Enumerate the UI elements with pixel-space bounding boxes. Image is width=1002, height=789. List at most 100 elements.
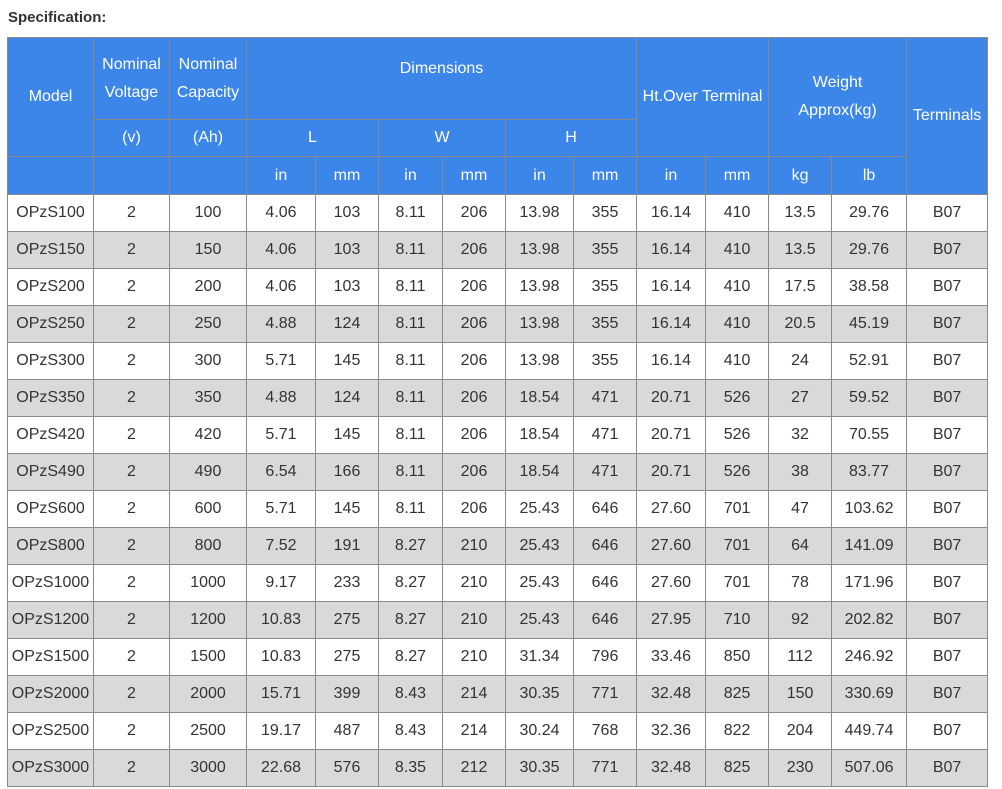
cell-l-in: 22.68	[246, 749, 316, 787]
cell-weight-kg: 92	[768, 601, 833, 639]
cell-w-in: 8.11	[378, 305, 443, 343]
cell-terminal: B07	[906, 416, 989, 454]
cell-ht-in: 32.48	[636, 749, 707, 787]
header-row-2: (v) (Ah) L W H	[8, 119, 988, 157]
cell-w-in: 8.11	[378, 342, 443, 380]
table-row: OPzS1500 2 1500 10.83 275 8.27 210 31.34 796 33.4…	[7, 638, 989, 676]
cell-l-in: 4.06	[246, 268, 316, 306]
header-capacity-unit: (Ah)	[169, 119, 247, 157]
cell-model: OPzS100	[7, 194, 94, 232]
cell-h-in: 13.98	[505, 231, 574, 269]
cell-l-mm: 103	[315, 194, 379, 232]
cell-capacity: 3000	[169, 749, 247, 787]
cell-l-mm: 191	[315, 527, 379, 565]
cell-w-in: 8.43	[378, 712, 443, 750]
cell-h-mm: 771	[572, 749, 638, 787]
cell-model: OPzS350	[7, 379, 94, 417]
cell-ht-mm: 526	[705, 453, 770, 491]
cell-capacity: 490	[169, 453, 247, 491]
cell-w-mm: 206	[442, 453, 506, 491]
cell-terminal: B07	[906, 527, 989, 565]
header-row-1: Model Nominal Voltage Nominal Capacity D…	[7, 37, 989, 195]
cell-voltage: 2	[93, 342, 170, 380]
cell-h-in: 25.43	[505, 490, 574, 528]
cell-terminal: B07	[906, 379, 989, 417]
table-row: OPzS2500 2 2500 19.17 487 8.43 214 30.24 768 32.3…	[7, 712, 989, 750]
cell-weight-kg: 230	[768, 749, 833, 787]
cell-l-in: 5.71	[246, 416, 316, 454]
cell-ht-in: 16.14	[636, 305, 707, 343]
cell-w-mm: 206	[442, 416, 506, 454]
cell-l-in: 5.71	[246, 490, 316, 528]
cell-weight-kg: 20.5	[768, 305, 833, 343]
cell-weight-lb: 70.55	[831, 416, 908, 454]
cell-h-in: 30.35	[505, 749, 574, 787]
cell-l-mm: 145	[315, 416, 379, 454]
cell-model: OPzS800	[7, 527, 94, 565]
cell-ht-in: 16.14	[636, 194, 707, 232]
table-row: OPzS420 2 420 5.71 145 8.11 206 18.54 471 20.71 52…	[7, 416, 989, 454]
cell-model: OPzS420	[7, 416, 94, 454]
cell-weight-kg: 47	[768, 490, 833, 528]
cell-capacity: 2500	[169, 712, 247, 750]
cell-l-mm: 166	[315, 453, 379, 491]
cell-weight-lb: 45.19	[831, 305, 908, 343]
header-dim-h: H	[504, 119, 638, 157]
table-row: OPzS800 2 800 7.52 191 8.27 210 25.43 646 27.60 70…	[7, 527, 989, 565]
cell-ht-mm: 701	[705, 490, 770, 528]
cell-capacity: 1200	[169, 601, 247, 639]
cell-h-mm: 771	[572, 675, 638, 713]
cell-weight-lb: 52.91	[831, 342, 908, 380]
cell-w-in: 8.11	[378, 453, 443, 491]
cell-model: OPzS250	[7, 305, 94, 343]
cell-ht-in: 32.36	[636, 712, 707, 750]
cell-h-mm: 355	[572, 305, 638, 343]
cell-weight-kg: 38	[768, 453, 833, 491]
cell-terminal: B07	[906, 564, 989, 602]
table-row: OPzS3000 2 3000 22.68 576 8.35 212 30.35 771 32.4…	[7, 749, 989, 787]
header-dim-w: W	[378, 119, 506, 157]
cell-l-mm: 124	[315, 305, 379, 343]
header-unit-in: in	[636, 156, 707, 195]
cell-weight-lb: 103.62	[831, 490, 908, 528]
cell-terminal: B07	[906, 712, 989, 750]
cell-w-mm: 210	[442, 527, 506, 565]
cell-model: OPzS1500	[7, 638, 94, 676]
cell-l-in: 7.52	[246, 527, 316, 565]
cell-h-mm: 471	[572, 453, 638, 491]
cell-weight-lb: 141.09	[831, 527, 908, 565]
table-body: OPzS100 2 100 4.06 103 8.11 206 13.98 355 16.14 41…	[7, 194, 989, 787]
cell-ht-mm: 825	[705, 749, 770, 787]
header-nominal-voltage: Nominal Voltage	[93, 37, 170, 120]
cell-l-in: 10.83	[246, 638, 316, 676]
cell-terminal: B07	[906, 601, 989, 639]
cell-ht-mm: 710	[705, 601, 770, 639]
cell-weight-lb: 507.06	[831, 749, 908, 787]
cell-weight-kg: 112	[768, 638, 833, 676]
cell-h-mm: 646	[572, 564, 638, 602]
cell-h-mm: 355	[572, 342, 638, 380]
cell-w-in: 8.11	[378, 268, 443, 306]
cell-weight-lb: 246.92	[831, 638, 908, 676]
cell-voltage: 2	[93, 194, 170, 232]
cell-ht-mm: 850	[705, 638, 770, 676]
cell-w-mm: 214	[442, 712, 506, 750]
cell-w-in: 8.27	[378, 601, 443, 639]
cell-w-mm: 210	[442, 638, 506, 676]
header-unit-in: in	[505, 156, 574, 195]
cell-ht-mm: 526	[705, 416, 770, 454]
cell-l-mm: 145	[315, 342, 379, 380]
cell-terminal: B07	[906, 231, 989, 269]
cell-l-mm: 275	[315, 638, 379, 676]
cell-l-in: 4.88	[246, 379, 316, 417]
header-empty-cell	[169, 156, 247, 195]
cell-weight-lb: 449.74	[831, 712, 908, 750]
cell-ht-in: 27.95	[636, 601, 707, 639]
table-row: OPzS490 2 490 6.54 166 8.11 206 18.54 471 20.71 52…	[7, 453, 989, 491]
cell-ht-in: 27.60	[636, 490, 707, 528]
cell-ht-in: 16.14	[636, 268, 707, 306]
cell-l-mm: 103	[315, 231, 379, 269]
cell-voltage: 2	[93, 749, 170, 787]
cell-weight-lb: 171.96	[831, 564, 908, 602]
cell-h-mm: 768	[572, 712, 638, 750]
